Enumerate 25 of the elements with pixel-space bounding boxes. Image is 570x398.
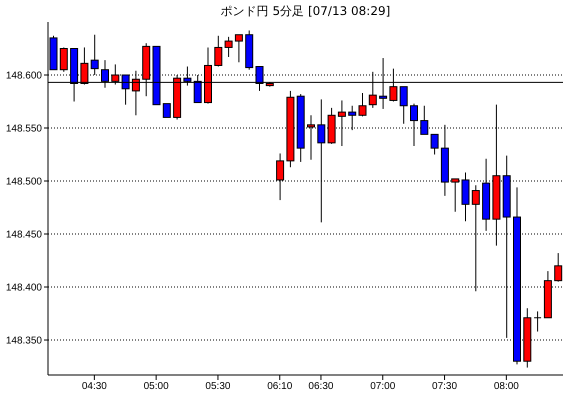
y-tick-label: 148.550 <box>6 124 42 135</box>
x-tick-label: 07:00 <box>370 381 396 392</box>
candlestick <box>554 252 562 282</box>
candlestick <box>234 34 243 63</box>
candlestick <box>430 134 439 156</box>
x-tick-label: 04:30 <box>82 381 108 392</box>
chart-title: ポンド円 5分足 [07/13 08:29] <box>220 3 392 20</box>
x-tick-label: 06:30 <box>308 381 334 392</box>
x-tick-label: 05:30 <box>205 381 231 392</box>
y-tick-label: 148.500 <box>6 176 42 188</box>
candlestick <box>214 35 222 68</box>
x-tick-label: 06:10 <box>267 381 293 392</box>
candlestick <box>60 46 68 72</box>
x-tick-label: 05:00 <box>144 381 170 392</box>
y-tick-label: 148.400 <box>6 282 42 294</box>
candlestick <box>358 92 366 117</box>
y-tick-label: 148.350 <box>6 336 42 347</box>
candlestick <box>400 86 408 124</box>
y-tick-label: 148.600 <box>6 70 42 82</box>
candlestick <box>534 310 542 332</box>
candlestick <box>224 36 233 58</box>
candlestick <box>162 103 171 118</box>
x-tick-label: 07:30 <box>432 381 458 392</box>
x-tick-label: 08:00 <box>494 381 520 392</box>
y-tick-label: 148.450 <box>6 230 42 241</box>
